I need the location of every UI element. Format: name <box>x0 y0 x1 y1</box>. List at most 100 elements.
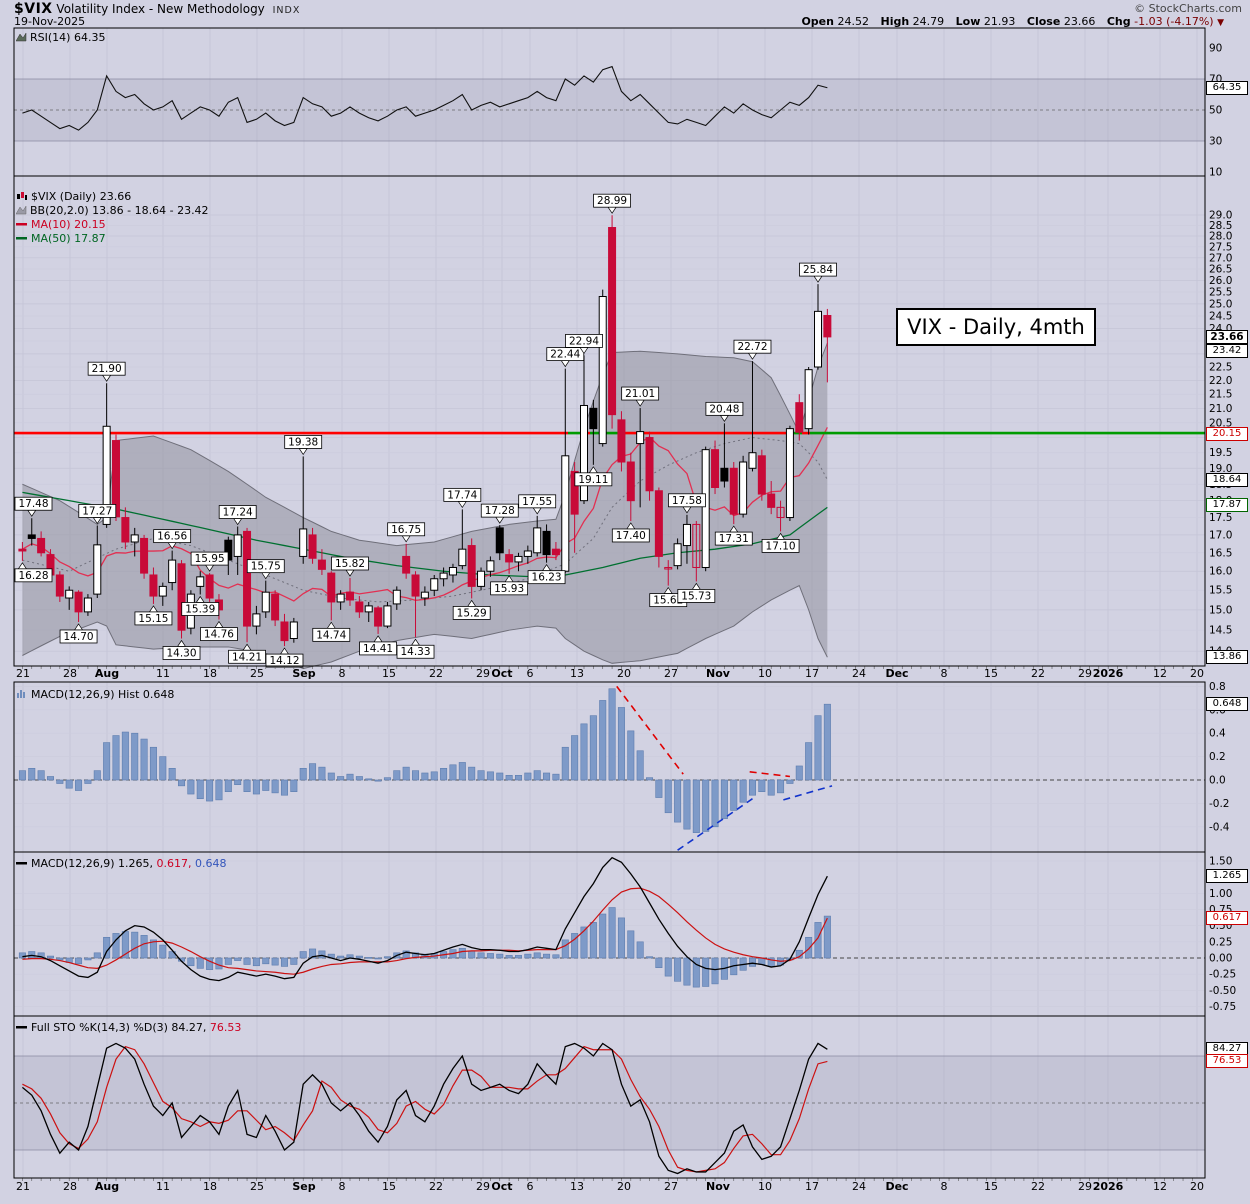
x-axis-label: 13 <box>570 667 584 680</box>
x-axis-label: Nov <box>706 667 731 680</box>
x-axis-label: 15 <box>382 1180 396 1193</box>
macd-panel-hist-bar <box>561 939 569 959</box>
macd-panel-hist-bar <box>655 957 663 969</box>
macd-panel-hist-bar <box>814 922 822 959</box>
candle-body <box>458 548 467 567</box>
x-axis-label: 8 <box>941 667 948 680</box>
ma10-legend-text: MA(10) 20.15 <box>31 218 106 231</box>
candle-body <box>271 593 280 621</box>
x-axis-label: 25 <box>250 1180 264 1193</box>
candle-body <box>420 591 429 599</box>
macd-panel-hist-bar <box>477 952 485 959</box>
macd-hist-legend: MACD(12,26,9) Hist 0.648 <box>16 688 174 702</box>
macd-hist-bar <box>561 746 569 781</box>
x-axis-label: 8 <box>941 1180 948 1193</box>
macd-panel-hist-bar <box>318 950 326 959</box>
svg-text:21.90: 21.90 <box>92 363 122 375</box>
ticker-symbol: $VIX <box>14 1 53 17</box>
price-label: 22.44 <box>546 347 585 368</box>
chart-date: 19-Nov-2025 <box>14 15 86 28</box>
macd-panel-hist-bar <box>599 913 607 959</box>
candle-body <box>636 431 645 445</box>
macd-panel-hist-bar <box>206 957 214 970</box>
chg-dropdown-icon[interactable]: ▼ <box>1217 18 1224 28</box>
candle-body <box>65 589 74 599</box>
macd-hist-bar <box>617 707 625 781</box>
macd-hist-bar <box>234 779 242 785</box>
svg-text:0.0: 0.0 <box>1209 775 1226 787</box>
candle-body <box>720 467 729 482</box>
price-label: 14.74 <box>312 621 351 642</box>
macd-hist-bar <box>65 779 73 789</box>
macd-hist-bar <box>646 777 654 781</box>
svg-text:16.56: 16.56 <box>157 531 187 543</box>
macd-hist-bar <box>84 779 92 784</box>
svg-text:17.5: 17.5 <box>1209 512 1232 524</box>
svg-text:14.21: 14.21 <box>232 651 262 663</box>
svg-text:17.48: 17.48 <box>18 498 48 510</box>
x-axis-label: 28 <box>63 1180 77 1193</box>
candle-body <box>37 537 46 554</box>
candle-body <box>93 544 102 595</box>
x-axis-label: 28 <box>63 667 77 680</box>
macd-hist-bar <box>795 765 803 781</box>
candle-body <box>364 605 373 613</box>
price-label: 14.33 <box>396 638 435 659</box>
candle-body <box>523 550 532 557</box>
candle-body <box>757 455 766 495</box>
exchange-label: INDX <box>272 5 301 16</box>
macd-hist-bar <box>664 779 672 814</box>
open-value: 24.52 <box>837 15 869 28</box>
svg-text:17.0: 17.0 <box>1209 529 1232 541</box>
sto-d-tag: 76.53 <box>1206 1054 1248 1068</box>
x-axis-label: 11 <box>156 1180 170 1193</box>
high-value: 24.79 <box>912 15 945 28</box>
macd-panel-hist-bar <box>608 907 616 959</box>
macd-panel-hist-bar <box>37 952 45 959</box>
svg-text:14.74: 14.74 <box>316 629 346 641</box>
svg-text:0.8: 0.8 <box>1209 681 1226 693</box>
macd-hist-bar <box>365 778 373 781</box>
candle-body <box>439 572 448 580</box>
svg-text:20.48: 20.48 <box>709 403 739 415</box>
candle-body <box>561 455 570 572</box>
candle-body <box>776 506 785 519</box>
macd-panel-hist-bar <box>196 957 204 969</box>
macd-hist-bar <box>533 770 541 781</box>
panel-frame <box>13 175 1206 667</box>
svg-text:1.00: 1.00 <box>1209 888 1232 900</box>
svg-text:-0.25: -0.25 <box>1209 969 1236 981</box>
x-axis-label: 13 <box>570 1180 584 1193</box>
ma10-tag: 20.15 <box>1206 427 1248 441</box>
x-axis-label: 15 <box>984 667 998 680</box>
svg-text:17.40: 17.40 <box>616 530 646 542</box>
svg-text:-0.2: -0.2 <box>1209 798 1230 810</box>
svg-text:17.58: 17.58 <box>672 495 702 507</box>
candle-body <box>102 425 111 525</box>
candle-body <box>654 490 663 557</box>
macd-hist-bar <box>224 779 232 792</box>
svg-text:16.0: 16.0 <box>1209 566 1232 578</box>
x-axis-label: 12 <box>1153 667 1167 680</box>
x-axis-label: Oct <box>491 1180 512 1193</box>
macd-panel-hist-bar <box>140 935 148 959</box>
svg-text:19.5: 19.5 <box>1209 447 1232 459</box>
svg-text:28.99: 28.99 <box>597 195 627 207</box>
candle-body <box>477 570 486 587</box>
rsi-legend: RSI(14) 64.35 <box>15 31 105 45</box>
macd-panel-hist-bar <box>823 915 831 959</box>
macd-panel-hist-bar <box>664 957 672 977</box>
macd-hist-bar <box>168 767 176 781</box>
macd-legend: MACD(12,26,9) 1.265, 0.617, 0.648 <box>16 857 227 871</box>
svg-text:19.11: 19.11 <box>578 474 608 486</box>
macd-hist-bar <box>636 750 644 781</box>
macd-panel-hist-bar <box>683 957 691 986</box>
x-axis-label: 17 <box>805 1180 819 1193</box>
macd-panel-hist-bar <box>112 933 120 959</box>
candle-body <box>551 548 560 556</box>
x-axis-label: 20 <box>617 667 631 680</box>
svg-text:21.0: 21.0 <box>1209 403 1232 415</box>
x-axis-label: 8 <box>339 667 346 680</box>
price-label: 17.10 <box>761 532 800 553</box>
